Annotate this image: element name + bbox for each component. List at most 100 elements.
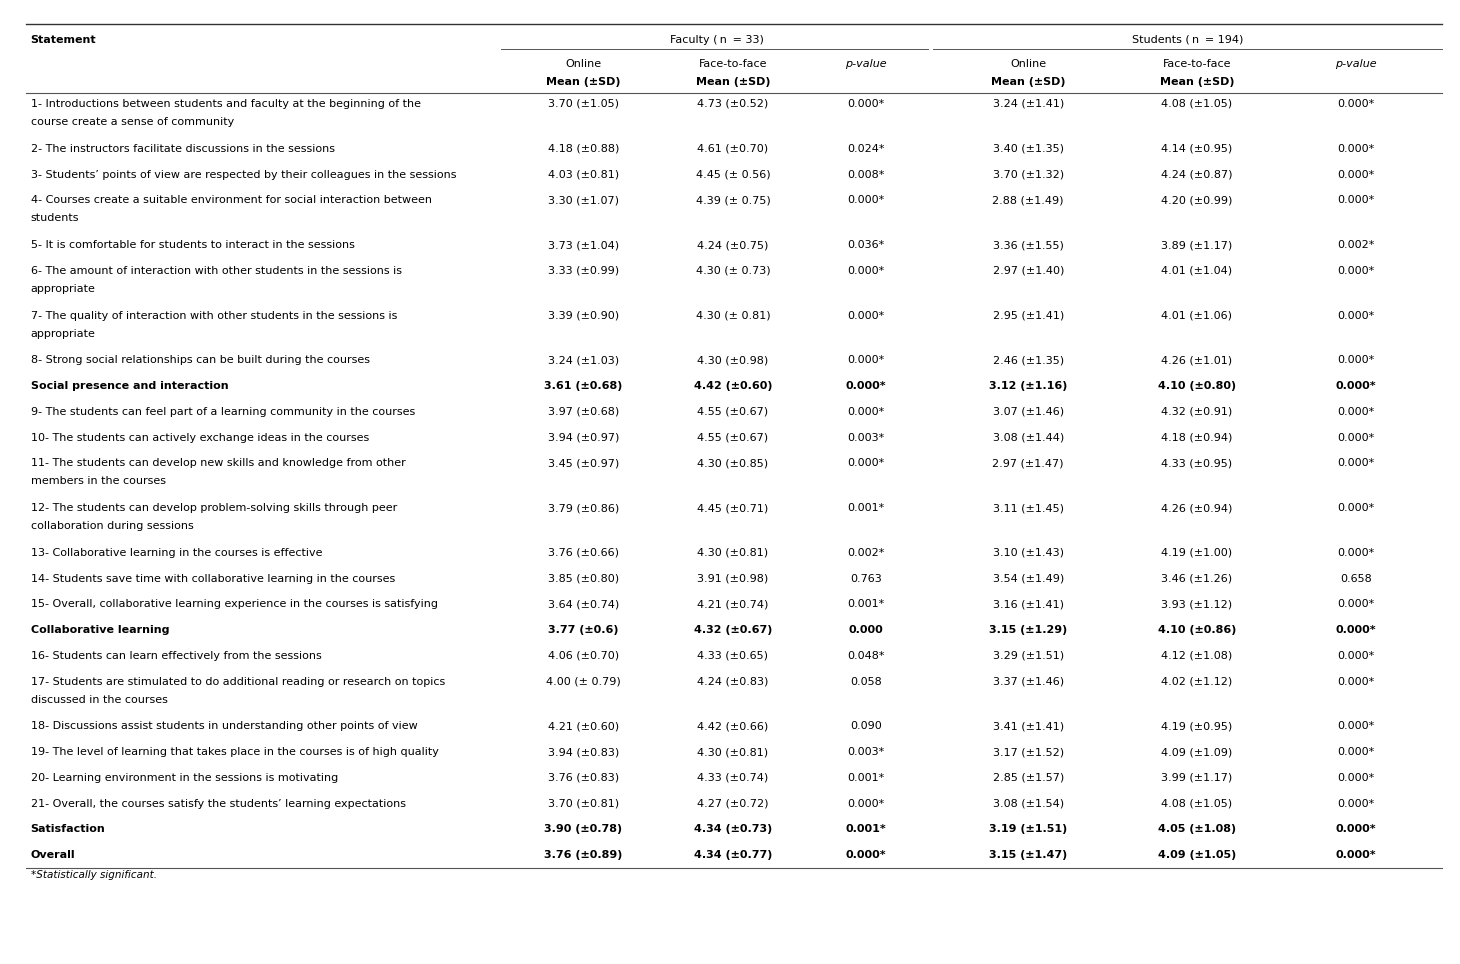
Text: 0.000*: 0.000* xyxy=(1337,503,1375,513)
Text: 15- Overall, collaborative learning experience in the courses is satisfying: 15- Overall, collaborative learning expe… xyxy=(31,600,438,609)
Text: 1- Introductions between students and faculty at the beginning of the: 1- Introductions between students and fa… xyxy=(31,99,420,109)
Text: Social presence and interaction: Social presence and interaction xyxy=(31,381,228,391)
Text: 3.70 (±0.81): 3.70 (±0.81) xyxy=(548,798,619,809)
Text: 3.30 (±1.07): 3.30 (±1.07) xyxy=(548,196,619,205)
Text: 0.000*: 0.000* xyxy=(1337,600,1375,609)
Text: 4.30 (±0.85): 4.30 (±0.85) xyxy=(698,458,768,469)
Text: 4.39 (± 0.75): 4.39 (± 0.75) xyxy=(695,196,771,205)
Text: 4.18 (±0.94): 4.18 (±0.94) xyxy=(1161,433,1232,442)
Text: Mean (±SD): Mean (±SD) xyxy=(546,76,620,87)
Text: 3.91 (±0.98): 3.91 (±0.98) xyxy=(698,574,768,583)
Text: 5- It is comfortable for students to interact in the sessions: 5- It is comfortable for students to int… xyxy=(31,240,355,250)
Text: 3.29 (±1.51): 3.29 (±1.51) xyxy=(993,651,1064,660)
Text: 4.24 (±0.75): 4.24 (±0.75) xyxy=(698,240,768,250)
Text: 3.94 (±0.97): 3.94 (±0.97) xyxy=(548,433,619,442)
Text: 4.08 (±1.05): 4.08 (±1.05) xyxy=(1161,798,1232,809)
Text: Students ( n  = 194): Students ( n = 194) xyxy=(1132,35,1244,44)
Text: 3.64 (±0.74): 3.64 (±0.74) xyxy=(548,600,619,609)
Text: Overall: Overall xyxy=(31,850,76,860)
Text: 4.26 (±1.01): 4.26 (±1.01) xyxy=(1161,356,1232,365)
Text: 0.000*: 0.000* xyxy=(847,266,885,276)
Text: 4.34 (±0.73): 4.34 (±0.73) xyxy=(694,824,772,834)
Text: 3.15 (±1.47): 3.15 (±1.47) xyxy=(988,850,1067,860)
Text: 4.33 (±0.65): 4.33 (±0.65) xyxy=(698,651,768,660)
Text: 0.000*: 0.000* xyxy=(847,356,885,365)
Text: 2.88 (±1.49): 2.88 (±1.49) xyxy=(993,196,1064,205)
Text: 3.15 (±1.29): 3.15 (±1.29) xyxy=(988,625,1067,635)
Text: 4.55 (±0.67): 4.55 (±0.67) xyxy=(698,407,768,416)
Text: 0.001*: 0.001* xyxy=(845,824,886,834)
Text: Face-to-face: Face-to-face xyxy=(699,60,766,69)
Text: 4.45 (±0.71): 4.45 (±0.71) xyxy=(698,503,768,513)
Text: 4.06 (±0.70): 4.06 (±0.70) xyxy=(548,651,619,660)
Text: Mean (±SD): Mean (±SD) xyxy=(991,76,1066,87)
Text: 3.39 (±0.90): 3.39 (±0.90) xyxy=(548,310,619,321)
Text: 0.001*: 0.001* xyxy=(847,503,885,513)
Text: *Statistically significant.: *Statistically significant. xyxy=(31,870,156,880)
Text: 3.12 (±1.16): 3.12 (±1.16) xyxy=(988,381,1067,391)
Text: 4.34 (±0.77): 4.34 (±0.77) xyxy=(694,850,772,860)
Text: appropriate: appropriate xyxy=(31,329,95,338)
Text: 6- The amount of interaction with other students in the sessions is: 6- The amount of interaction with other … xyxy=(31,266,402,276)
Text: 13- Collaborative learning in the courses is effective: 13- Collaborative learning in the course… xyxy=(31,548,323,558)
Text: 0.036*: 0.036* xyxy=(847,240,885,250)
Text: 3.85 (±0.80): 3.85 (±0.80) xyxy=(548,574,619,583)
Text: 3.70 (±1.05): 3.70 (±1.05) xyxy=(548,99,619,109)
Text: 0.000*: 0.000* xyxy=(1336,850,1377,860)
Text: 3.94 (±0.83): 3.94 (±0.83) xyxy=(548,747,619,757)
Text: 4.30 (±0.81): 4.30 (±0.81) xyxy=(698,548,768,558)
Text: 4.42 (±0.66): 4.42 (±0.66) xyxy=(698,721,768,732)
Text: 0.000*: 0.000* xyxy=(845,381,886,391)
Text: 2.97 (±1.47): 2.97 (±1.47) xyxy=(993,458,1064,469)
Text: 20- Learning environment in the sessions is motivating: 20- Learning environment in the sessions… xyxy=(31,773,337,783)
Text: 0.000*: 0.000* xyxy=(1337,548,1375,558)
Text: 0.000*: 0.000* xyxy=(847,196,885,205)
Text: 4.45 (± 0.56): 4.45 (± 0.56) xyxy=(695,170,771,179)
Text: 3.97 (±0.68): 3.97 (±0.68) xyxy=(548,407,619,416)
Text: 3.61 (±0.68): 3.61 (±0.68) xyxy=(545,381,623,391)
Text: 0.008*: 0.008* xyxy=(847,170,885,179)
Text: 0.001*: 0.001* xyxy=(847,600,885,609)
Text: discussed in the courses: discussed in the courses xyxy=(31,695,168,705)
Text: Online: Online xyxy=(1010,60,1047,69)
Text: 3.89 (±1.17): 3.89 (±1.17) xyxy=(1161,240,1232,250)
Text: 3.16 (±1.41): 3.16 (±1.41) xyxy=(993,600,1064,609)
Text: 0.000*: 0.000* xyxy=(1337,99,1375,109)
Text: Satisfaction: Satisfaction xyxy=(31,824,105,834)
Text: 0.048*: 0.048* xyxy=(847,651,885,660)
Text: 0.000*: 0.000* xyxy=(1336,824,1377,834)
Text: 19- The level of learning that takes place in the courses is of high quality: 19- The level of learning that takes pla… xyxy=(31,747,438,757)
Text: 0.000*: 0.000* xyxy=(847,310,885,321)
Text: 3.10 (±1.43): 3.10 (±1.43) xyxy=(993,548,1064,558)
Text: p-value: p-value xyxy=(845,60,886,69)
Text: 4.33 (±0.74): 4.33 (±0.74) xyxy=(698,773,768,783)
Text: 0.002*: 0.002* xyxy=(1337,240,1375,250)
Text: 9- The students can feel part of a learning community in the courses: 9- The students can feel part of a learn… xyxy=(31,407,415,416)
Text: 4.18 (±0.88): 4.18 (±0.88) xyxy=(548,144,619,154)
Text: 21- Overall, the courses satisfy the students’ learning expectations: 21- Overall, the courses satisfy the stu… xyxy=(31,798,406,809)
Text: 3.08 (±1.44): 3.08 (±1.44) xyxy=(993,433,1064,442)
Text: 0.000*: 0.000* xyxy=(1337,144,1375,154)
Text: 4.33 (±0.95): 4.33 (±0.95) xyxy=(1161,458,1232,469)
Text: 4.19 (±1.00): 4.19 (±1.00) xyxy=(1161,548,1232,558)
Text: 3.11 (±1.45): 3.11 (±1.45) xyxy=(993,503,1064,513)
Text: 4.08 (±1.05): 4.08 (±1.05) xyxy=(1161,99,1232,109)
Text: students: students xyxy=(31,213,79,224)
Text: 4.20 (±0.99): 4.20 (±0.99) xyxy=(1161,196,1232,205)
Text: collaboration during sessions: collaboration during sessions xyxy=(31,522,193,531)
Text: 0.000*: 0.000* xyxy=(847,407,885,416)
Text: 3.76 (±0.83): 3.76 (±0.83) xyxy=(548,773,619,783)
Text: 0.000*: 0.000* xyxy=(1337,407,1375,416)
Text: 12- The students can develop problem-solving skills through peer: 12- The students can develop problem-sol… xyxy=(31,503,397,513)
Text: 0.000*: 0.000* xyxy=(847,99,885,109)
Text: 4.12 (±1.08): 4.12 (±1.08) xyxy=(1161,651,1232,660)
Text: 0.000*: 0.000* xyxy=(1337,433,1375,442)
Text: 0.000*: 0.000* xyxy=(1337,356,1375,365)
Text: 17- Students are stimulated to do additional reading or research on topics: 17- Students are stimulated to do additi… xyxy=(31,677,445,686)
Text: 3.36 (±1.55): 3.36 (±1.55) xyxy=(993,240,1064,250)
Text: 3.46 (±1.26): 3.46 (±1.26) xyxy=(1161,574,1232,583)
Text: 4.09 (±1.05): 4.09 (±1.05) xyxy=(1158,850,1237,860)
Text: 4.42 (±0.60): 4.42 (±0.60) xyxy=(694,381,772,391)
Text: 4.27 (±0.72): 4.27 (±0.72) xyxy=(698,798,769,809)
Text: course create a sense of community: course create a sense of community xyxy=(31,117,234,127)
